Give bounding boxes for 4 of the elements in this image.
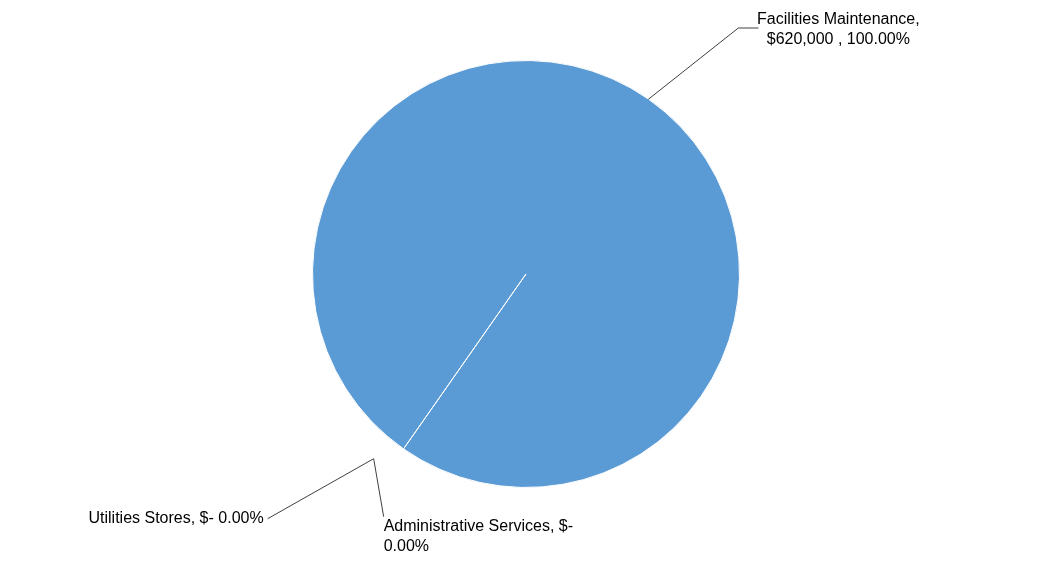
text: 0.00% [383, 537, 430, 555]
slice-label: Facilities Maintenance, $620,000 , 100.00% [756, 10, 920, 48]
category-label: Administrative Services, $- [383, 517, 574, 535]
category-label: Utilities Stores, $- 0.00% [88, 509, 264, 527]
